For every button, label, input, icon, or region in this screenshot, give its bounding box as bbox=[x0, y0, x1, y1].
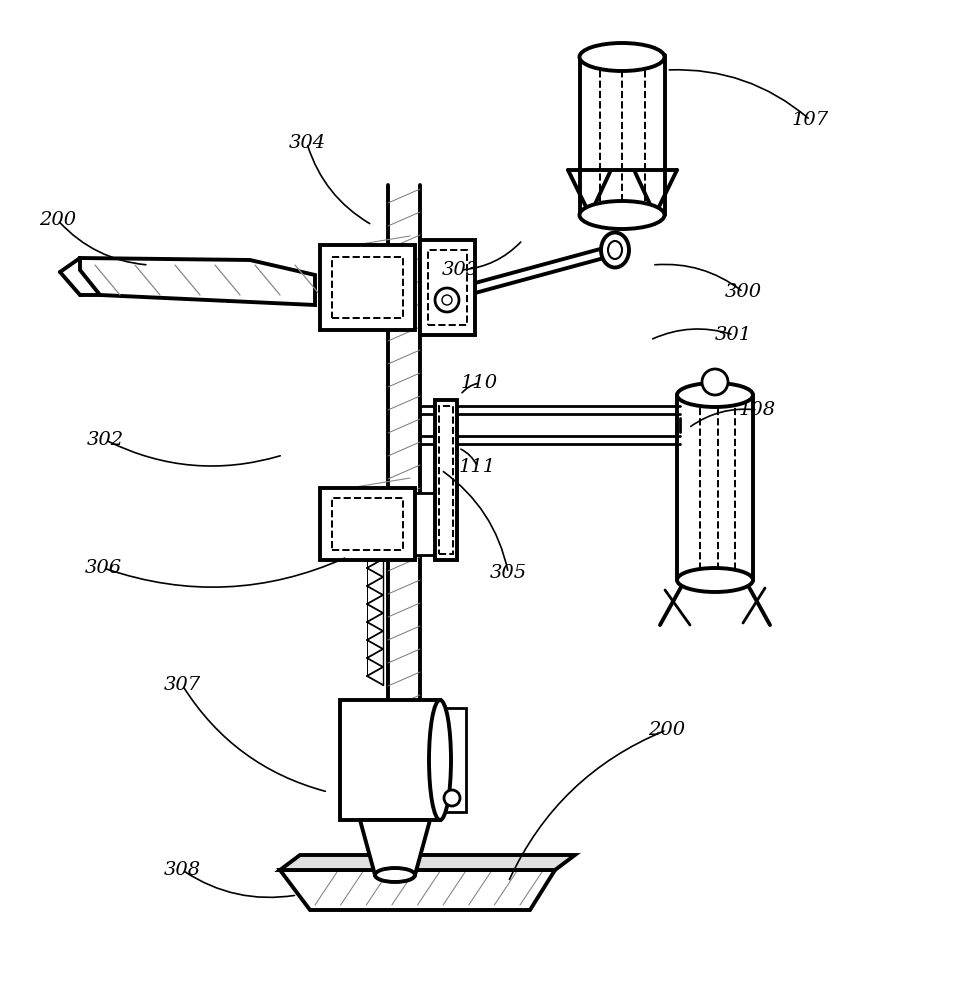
Ellipse shape bbox=[677, 383, 753, 407]
Text: 110: 110 bbox=[461, 374, 498, 392]
Bar bbox=[428, 250, 467, 325]
Text: 307: 307 bbox=[164, 676, 200, 694]
Text: 301: 301 bbox=[715, 326, 752, 344]
Text: 303: 303 bbox=[442, 261, 479, 279]
Ellipse shape bbox=[375, 868, 415, 882]
Text: 108: 108 bbox=[739, 401, 776, 419]
Circle shape bbox=[442, 295, 452, 305]
Text: 302: 302 bbox=[87, 431, 124, 449]
Ellipse shape bbox=[677, 568, 753, 592]
Bar bbox=[435, 400, 457, 560]
Text: 308: 308 bbox=[164, 861, 200, 879]
Polygon shape bbox=[80, 258, 315, 305]
Bar bbox=[388, 493, 435, 555]
Bar bbox=[320, 488, 415, 560]
Polygon shape bbox=[280, 870, 555, 910]
Bar bbox=[439, 406, 453, 554]
Text: 304: 304 bbox=[289, 134, 325, 152]
Circle shape bbox=[435, 288, 459, 312]
Bar bbox=[420, 240, 475, 335]
Polygon shape bbox=[280, 855, 575, 870]
Text: 200: 200 bbox=[648, 721, 685, 739]
Bar bbox=[438, 708, 466, 812]
Ellipse shape bbox=[429, 700, 451, 820]
Ellipse shape bbox=[608, 241, 622, 259]
Bar bbox=[332, 498, 403, 550]
Ellipse shape bbox=[579, 201, 665, 229]
Circle shape bbox=[444, 790, 460, 806]
Text: 305: 305 bbox=[490, 564, 526, 582]
Bar bbox=[332, 257, 403, 318]
Ellipse shape bbox=[601, 232, 629, 267]
Text: 107: 107 bbox=[792, 111, 829, 129]
Polygon shape bbox=[360, 820, 430, 875]
Ellipse shape bbox=[579, 43, 665, 71]
Text: 300: 300 bbox=[725, 283, 761, 301]
Circle shape bbox=[702, 369, 728, 395]
Text: 200: 200 bbox=[39, 211, 76, 229]
Bar bbox=[320, 245, 415, 330]
Text: 306: 306 bbox=[85, 559, 122, 577]
Bar bbox=[340, 700, 440, 820]
Text: 111: 111 bbox=[459, 458, 496, 476]
